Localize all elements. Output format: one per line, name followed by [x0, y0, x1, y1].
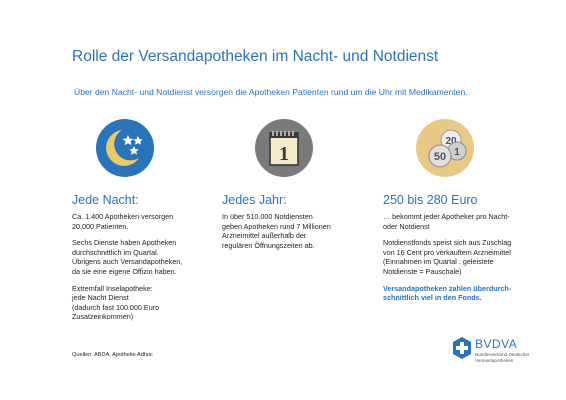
column-heading: Jede Nacht:: [72, 193, 139, 207]
coin-1-label: 1: [454, 147, 460, 158]
logo-name: BVDVA: [475, 337, 518, 351]
paragraph: Notdienstfonds speist sich aus Zuschlag …: [383, 238, 511, 276]
text-line: Ca. 1.400 Apotheken versorgen: [72, 212, 174, 221]
bvdva-logo: BVDVA Bundesverband Deutscher Versandapo…: [453, 336, 543, 366]
text-line: Extremfall Inselapotheke:: [72, 283, 153, 293]
highlight-paragraph: Versandapotheken zahlen überdurch- schni…: [383, 284, 511, 303]
paragraph: In über 510.000 Notdiensten geben Apothe…: [222, 212, 331, 250]
paragraph: Extremfall Inselapotheke: jede Nacht Die…: [72, 284, 182, 322]
text-line: schnittlich viel in den Fonds.: [383, 293, 482, 303]
text-line: Notdienste = Pauschale): [383, 266, 462, 276]
paragraph: … bekommt jeder Apotheker pro Nacht- ode…: [383, 212, 511, 231]
text-line: Notdienstfonds speist sich aus Zuschlag: [383, 238, 512, 248]
coin-20-label: 20: [445, 136, 457, 147]
text-line: Bundesverband Deutscher: [475, 352, 530, 357]
text-line: jede Nacht Dienst: [72, 293, 129, 303]
coin-50-label: 50: [434, 151, 446, 163]
text-line: oder Notdienst: [383, 221, 430, 231]
paragraph: Ca. 1.400 Apotheken versorgen 20.000 Pat…: [72, 212, 182, 231]
text-line: … bekommt jeder Apotheker pro Nacht-: [383, 212, 510, 221]
text-line: geben Apotheken rund 7 Millionen: [222, 221, 331, 231]
text-line: Übrigens auch Versandapotheken,: [72, 257, 183, 267]
text-line: (dadurch fast 100.000 Euro: [72, 302, 160, 312]
column-heading: 250 bis 280 Euro: [383, 193, 478, 207]
column-text: Ca. 1.400 Apotheken versorgen 20.000 Pat…: [72, 212, 182, 329]
logo-subtitle: Bundesverband Deutscher Versandapotheken: [475, 352, 545, 363]
calendar-number: 1: [279, 143, 289, 165]
text-line: da sie eine eigene Offizin haben.: [72, 266, 177, 276]
text-line: Zusatzeinkommen): [72, 312, 134, 322]
column-text: In über 510.000 Notdiensten geben Apothe…: [222, 212, 331, 257]
text-line: Versandapotheken: [475, 357, 514, 363]
paragraph: Sechs Dienste haben Apotheken durchschni…: [72, 238, 182, 276]
text-line: 20.000 Patienten.: [72, 221, 129, 231]
page-title: Rolle der Versandapotheken im Nacht- und…: [72, 48, 439, 65]
sources-note: Quellen: ABDA, Apotheke Adhoc: [72, 352, 153, 358]
coins-icon: 20 1 50: [416, 119, 474, 177]
text-line: (Einnahmen im Quartal : geleistete: [383, 257, 494, 267]
calendar-icon: 1: [255, 119, 313, 177]
column-text: … bekommt jeder Apotheker pro Nacht- ode…: [383, 212, 511, 310]
text-line: Versandapotheken zahlen überdurch-: [383, 283, 512, 293]
text-line: Sechs Dienste haben Apotheken: [72, 238, 177, 248]
bvdva-logo-icon: [453, 337, 471, 359]
text-line: von 16 Cent pro verkauftem Arzneimittel: [383, 247, 511, 257]
column-heading: Jedes Jahr:: [222, 193, 287, 207]
text-line: regulären Öffnungszeiten ab.: [222, 240, 315, 250]
text-line: durchschnittlich im Quartal.: [72, 247, 159, 257]
moon-stars-icon: [96, 119, 154, 177]
page-subtitle: Über den Nacht- und Notdienst versorgen …: [74, 87, 468, 97]
text-line: Arzneimittel außerhalb der: [222, 231, 307, 241]
text-line: In über 510.000 Notdiensten: [222, 212, 313, 221]
